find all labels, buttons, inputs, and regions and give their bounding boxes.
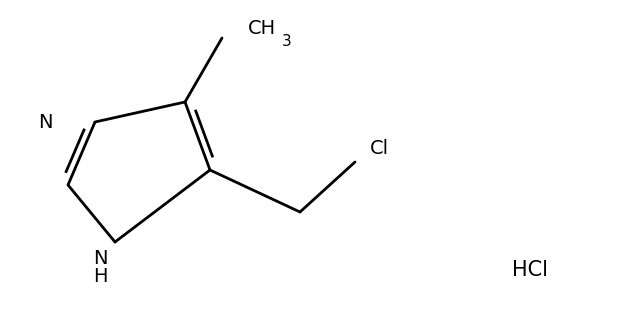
- Text: H: H: [93, 267, 108, 286]
- Text: Cl: Cl: [370, 139, 389, 158]
- Text: HCl: HCl: [512, 260, 548, 280]
- Text: CH: CH: [248, 18, 276, 37]
- Text: N: N: [38, 113, 52, 132]
- Text: N: N: [93, 249, 108, 268]
- Text: 3: 3: [282, 35, 292, 49]
